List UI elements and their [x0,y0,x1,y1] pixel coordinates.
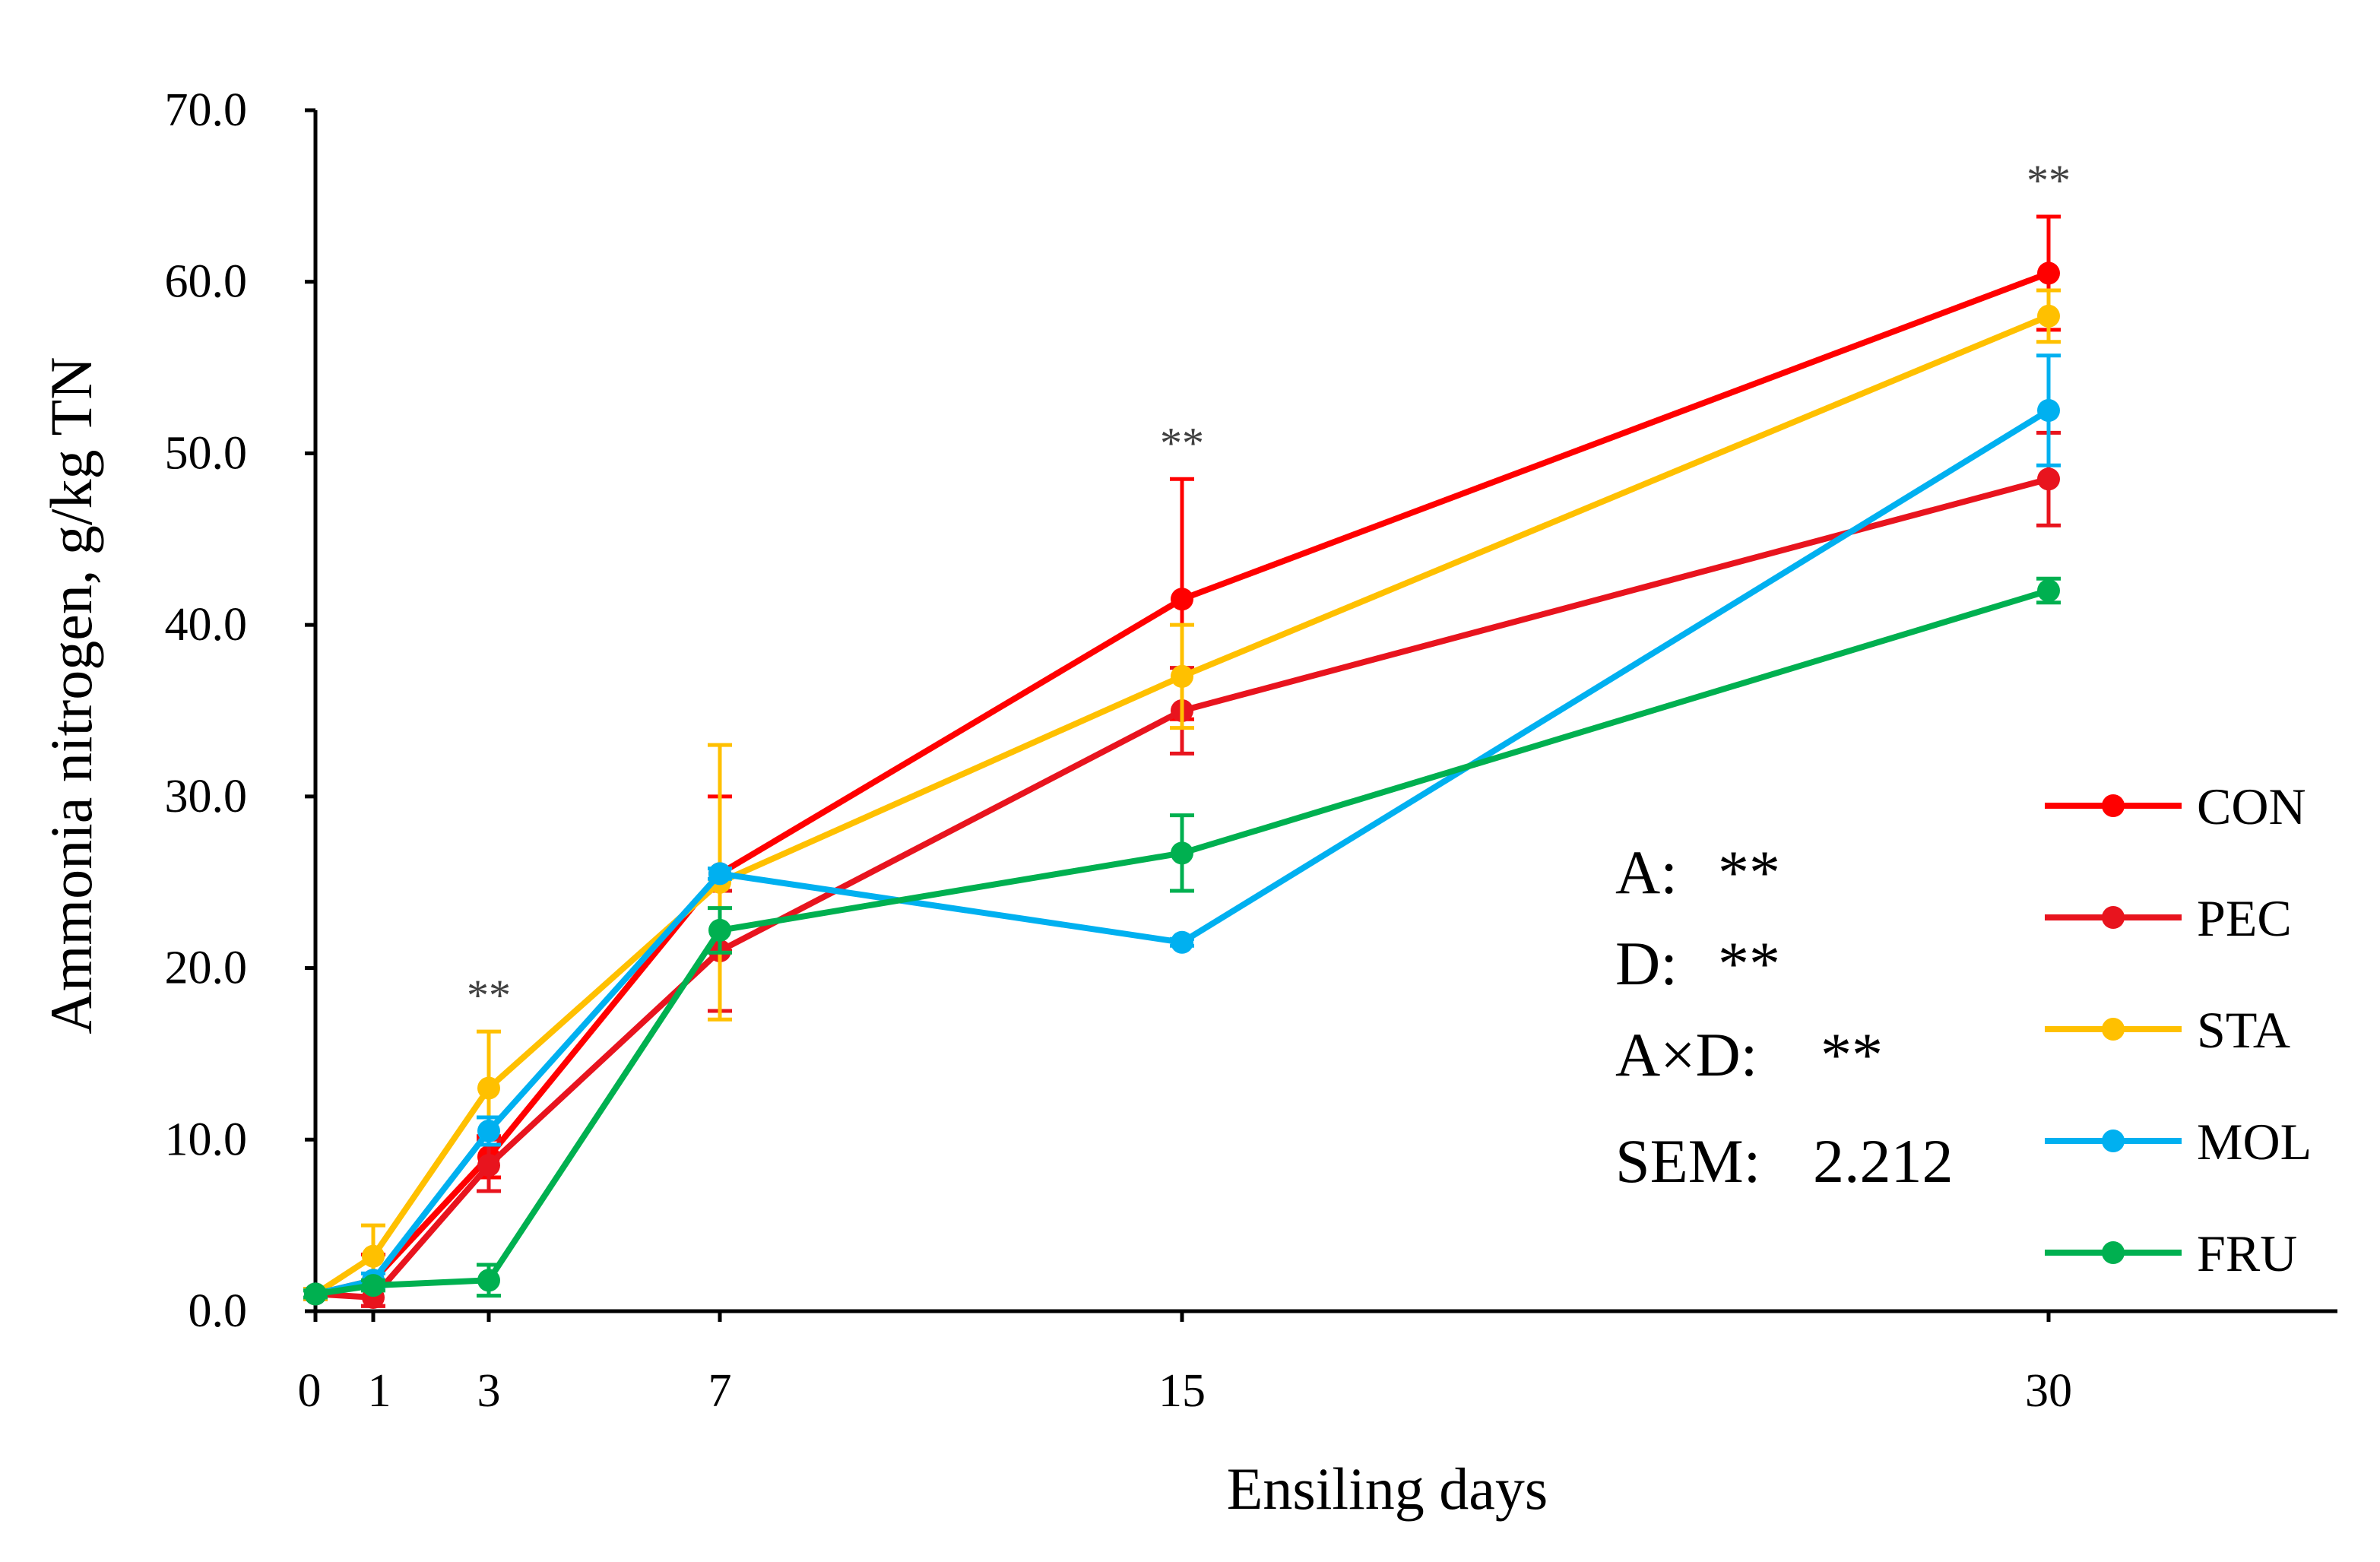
legend-item-fru: FRU [2045,1225,2297,1282]
stat-sem-label: SEM: [1615,1126,1760,1196]
y-tick-label: 40.0 [165,599,248,651]
data-point [362,1244,385,1268]
legend-label: PEC [2197,889,2292,947]
legend-swatch-marker [2102,906,2125,929]
data-point [477,1076,500,1100]
y-tick-label: 20.0 [165,943,248,994]
legend-swatch-marker [2102,1130,2125,1152]
series-con [303,214,2061,1308]
stat-a-label: A: [1615,838,1678,907]
data-point [477,1120,500,1142]
data-point [2037,304,2060,328]
x-tick-label: 0 [298,1365,322,1417]
data-point [708,862,731,886]
y-tick-label: 30.0 [165,771,248,822]
significance-marks: ** ** ** [467,156,2071,1020]
x-axis-title: Ensiling days [1227,1456,1548,1522]
y-tick-label: 10.0 [165,1114,248,1165]
significance-mark: ** [2027,156,2071,205]
data-point [477,1269,500,1292]
legend-item-con: CON [2045,778,2306,835]
stat-axd-label: A×D: [1615,1020,1757,1089]
x-tick-label: 7 [708,1365,732,1417]
legend-swatch-marker [2102,1241,2125,1264]
data-point [304,1282,327,1306]
legend-swatch-marker [2102,1018,2125,1041]
stat-d-value: ** [1718,929,1780,998]
legend-label: STA [2197,1001,2290,1059]
y-tick-label: 0.0 [189,1285,248,1337]
stat-a-value: ** [1718,838,1780,907]
data-point [1171,841,1193,865]
stat-d-label: D: [1615,929,1678,998]
y-tick-label: 70.0 [165,84,248,136]
x-tick-label: 30 [2025,1365,2072,1417]
stat-axd-value: ** [1821,1020,1883,1089]
data-point [2037,261,2060,285]
legend-label: MOL [2197,1113,2312,1171]
data-point [477,1154,500,1177]
x-tick-label: 3 [477,1365,501,1417]
data-point [1171,588,1193,611]
legend-item-sta: STA [2045,1001,2290,1059]
y-tick-label: 60.0 [165,256,248,308]
stat-sem-value: 2.212 [1813,1126,1954,1196]
series-group [303,214,2061,1309]
x-tick-label: 15 [1158,1365,1206,1417]
legend-item-mol: MOL [2045,1113,2312,1171]
significance-mark: ** [467,971,511,1020]
axes [313,110,2337,1313]
data-point [2037,579,2060,602]
data-point [2037,399,2060,422]
y-axis-title: Ammonia nitrogen, g/kg TN [38,356,104,1034]
stats-annotation: A: ** D: ** A×D: ** SEM: 2.212 [1615,838,1954,1196]
legend: CON PEC STA MOL FRU [2045,778,2312,1282]
significance-mark: ** [1160,418,1204,467]
legend-label: FRU [2197,1225,2297,1282]
y-tick-label: 50.0 [165,427,248,479]
x-tick-label: 1 [368,1365,391,1417]
legend-swatch-marker [2102,794,2125,817]
legend-item-pec: PEC [2045,889,2292,947]
data-point [362,1274,385,1297]
series-line [313,313,2050,1297]
data-point [2037,467,2060,491]
ticks: 0.0 10.0 20.0 30.0 40.0 50.0 60.0 70.0 0 1 3 7 15 30 [165,84,2073,1417]
legend-label: CON [2197,778,2306,835]
series-fru [303,576,2061,1306]
data-point [1171,930,1193,954]
data-point [708,918,731,942]
data-point [1171,664,1193,688]
